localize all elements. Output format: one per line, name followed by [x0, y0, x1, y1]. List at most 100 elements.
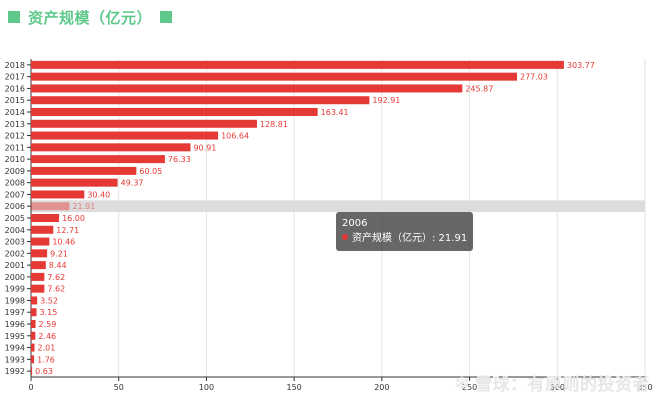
y-tick-label: 2018 [5, 61, 25, 70]
data-label: 2.46 [38, 332, 56, 341]
y-tick-label: 2002 [5, 249, 25, 258]
chart-title: 资产规模（亿元） [28, 8, 153, 27]
bar [31, 155, 165, 164]
data-label: 7.62 [47, 285, 65, 294]
bar [31, 178, 118, 187]
data-label: 106.64 [221, 132, 249, 141]
data-label: 12.71 [56, 226, 79, 235]
y-tick-label: 2017 [5, 73, 25, 82]
data-label: 303.77 [567, 61, 595, 70]
x-tick-label: 200 [374, 383, 389, 392]
bar [31, 237, 50, 246]
y-tick-label: 1994 [5, 344, 25, 353]
data-label: 0.63 [35, 367, 53, 376]
x-tick-label: 50 [114, 383, 124, 392]
y-tick-label: 2005 [5, 214, 25, 223]
y-tick-label: 2016 [5, 84, 25, 93]
snowball-logo-icon: ❄ [453, 370, 471, 395]
y-tick-label: 2009 [5, 167, 25, 176]
data-label: 163.41 [321, 108, 349, 117]
y-tick-label: 2007 [5, 190, 25, 199]
bar [31, 296, 38, 305]
bar [31, 261, 46, 270]
bar [31, 320, 36, 328]
chart-tooltip: 2006 资产规模（亿元）: 21.91 [336, 212, 474, 251]
bar [31, 96, 370, 105]
data-label: 16.00 [62, 214, 85, 223]
data-label: 2.59 [39, 320, 57, 329]
bar [31, 143, 191, 152]
data-label: 21.91 [72, 202, 95, 211]
legend-square-right-icon [160, 11, 173, 23]
x-tick-label: 300 [550, 383, 565, 392]
x-tick-label: 350 [637, 383, 652, 392]
bar [31, 284, 45, 293]
data-label: 76.33 [168, 155, 191, 164]
bar [31, 225, 54, 234]
data-label: 128.81 [260, 120, 288, 129]
y-tick-label: 2000 [5, 273, 25, 282]
bar [31, 367, 33, 376]
bar [31, 190, 85, 199]
y-tick-label: 2013 [5, 120, 25, 129]
data-label: 3.52 [40, 296, 58, 305]
bar [31, 202, 70, 211]
bar [31, 355, 35, 364]
bar [31, 214, 60, 222]
watermark-text: 雪球：有原则的投资者 [475, 375, 650, 395]
tooltip-text: 资产规模（亿元）: 21.91 [352, 233, 468, 244]
y-tick-label: 1992 [5, 367, 25, 376]
x-tick-label: 150 [287, 383, 302, 392]
data-label: 7.62 [47, 273, 65, 282]
title-bar: 资产规模（亿元） [8, 6, 173, 28]
y-tick-label: 1997 [5, 308, 25, 317]
y-tick-label: 1998 [5, 296, 25, 305]
data-label: 9.21 [50, 249, 68, 258]
tooltip-series-dot-icon [342, 234, 348, 240]
bar [31, 343, 35, 352]
data-label: 49.37 [121, 179, 144, 188]
y-tick-label: 1996 [5, 320, 25, 329]
bar [31, 308, 37, 317]
bar [31, 60, 564, 69]
x-tick-label: 100 [199, 383, 214, 392]
data-label: 8.44 [49, 261, 67, 270]
data-label: 245.87 [465, 84, 493, 93]
data-label: 3.15 [40, 308, 58, 317]
y-tick-label: 2004 [5, 226, 25, 235]
bar [31, 331, 36, 340]
bar [31, 72, 517, 81]
y-tick-label: 2008 [5, 179, 25, 188]
y-tick-label: 2012 [5, 132, 25, 141]
highlight-band [31, 200, 645, 213]
data-label: 60.05 [139, 167, 162, 176]
y-tick-label: 1993 [5, 355, 25, 364]
data-label: 1.76 [37, 355, 55, 364]
x-tick-label: 250 [462, 383, 477, 392]
y-tick-label: 2015 [5, 96, 25, 105]
y-tick-label: 2014 [5, 108, 25, 117]
watermark: ❄ 雪球：有原则的投资者 [453, 370, 650, 396]
x-tick-label: 0 [28, 383, 33, 392]
y-tick-label: 2003 [5, 238, 25, 247]
data-label: 2.01 [38, 344, 56, 353]
bar [31, 84, 463, 93]
y-tick-label: 2006 [5, 202, 25, 211]
tooltip-row: 资产规模（亿元）: 21.91 [342, 231, 467, 246]
y-tick-label: 1995 [5, 332, 25, 341]
data-label: 277.03 [520, 73, 548, 82]
y-tick-label: 1999 [5, 285, 25, 294]
bar [31, 249, 48, 258]
data-label: 30.40 [87, 190, 110, 199]
bar [31, 131, 219, 140]
y-tick-label: 2001 [5, 261, 25, 270]
bar [31, 272, 45, 281]
bar [31, 166, 137, 175]
y-tick-label: 2010 [5, 155, 25, 164]
bar [31, 108, 318, 116]
y-tick-label: 2011 [5, 143, 25, 152]
bar [31, 119, 257, 128]
tooltip-title: 2006 [342, 218, 368, 229]
data-label: 10.46 [52, 238, 75, 247]
